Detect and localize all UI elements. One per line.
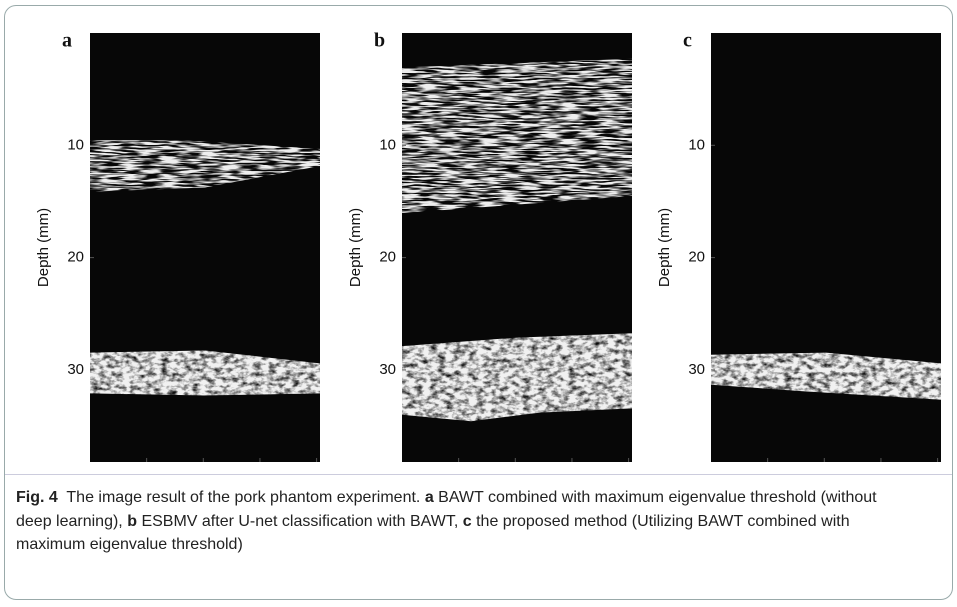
panel: c1020305101520Width (mm)Depth (mm) (656, 30, 946, 475)
y-axis-label: Depth (mm) (35, 208, 52, 287)
caption-item: the proposed method (Utilizing BAWT comb… (16, 512, 850, 554)
x-tick-label: 5 (142, 471, 150, 475)
caption-label: Fig. 4 (16, 489, 58, 506)
x-tick-label: 20 (929, 471, 946, 475)
x-tick-label: 10 (507, 471, 524, 475)
caption-key: b (127, 512, 137, 530)
caption-item: BAWT combined with maximum eigenvalue th… (16, 489, 877, 530)
y-tick-label: 20 (67, 249, 84, 266)
tissue-band (402, 333, 632, 422)
x-tick-label: 10 (816, 471, 833, 475)
tissue-band (90, 140, 320, 192)
panel-label: c (683, 30, 692, 52)
panel-label: b (374, 30, 385, 52)
separator (5, 474, 952, 475)
y-tick-label: 30 (688, 361, 705, 378)
y-tick-label: 10 (67, 136, 84, 153)
x-tick-label: 20 (308, 471, 325, 475)
caption-key: a (424, 489, 434, 506)
y-tick-label: 20 (379, 249, 396, 266)
figure-frame (4, 5, 953, 600)
y-tick-label: 30 (379, 361, 396, 378)
tissue-band (711, 352, 941, 400)
caption: Fig. 4 The image result of the pork phan… (16, 486, 916, 557)
x-tick-label: 15 (252, 471, 269, 475)
caption-item: ESBMV after U-net classification with BA… (141, 512, 459, 530)
x-tick-label: 15 (873, 471, 890, 475)
y-tick-label: 10 (688, 136, 705, 153)
x-tick-label: 10 (195, 471, 212, 475)
panel: a1020305101520Width (mm)Depth (mm) (35, 30, 325, 475)
x-tick-label: 15 (564, 471, 581, 475)
x-tick-label: 20 (620, 471, 637, 475)
tissue-band (402, 58, 632, 214)
y-tick-label: 20 (688, 249, 705, 266)
y-axis-label: Depth (mm) (656, 208, 673, 287)
y-axis-label: Depth (mm) (347, 208, 364, 287)
caption-text: The image result of the pork phantom exp… (66, 489, 421, 506)
panel: b1020305101520Width (mm)Depth (mm) (347, 30, 637, 475)
x-tick-label: 5 (763, 471, 771, 475)
tissue-band (90, 350, 320, 396)
x-tick-label: 5 (454, 471, 462, 475)
y-tick-label: 30 (67, 361, 84, 378)
figure: a1020305101520Width (mm)Depth (mm)b10203… (35, 30, 946, 475)
ultrasound-image (90, 33, 320, 462)
panel-label: a (62, 30, 72, 52)
caption-key: c (462, 512, 472, 530)
y-tick-label: 10 (379, 136, 396, 153)
